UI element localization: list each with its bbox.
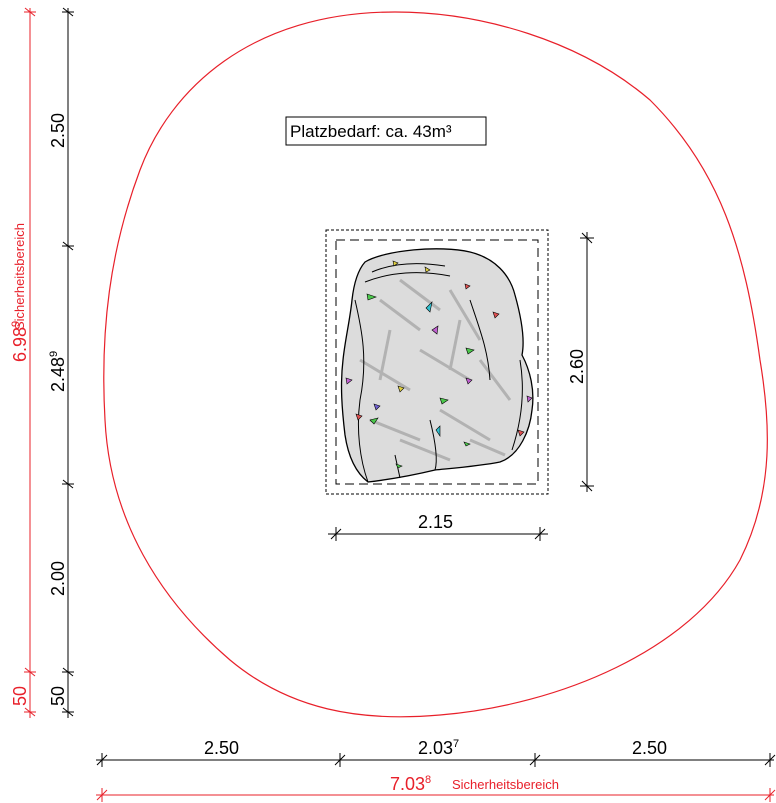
object-height-text: 2.60 [567, 349, 587, 384]
left-red-end: 50 [10, 686, 30, 706]
left-dim-bottom: 2.00 [48, 561, 68, 596]
object-height-dimension [580, 232, 594, 492]
bottom-red-dimension-line [96, 788, 776, 802]
bottom-red-label: Sicherheitsbereich [452, 777, 559, 792]
bottom-red-total-main: 7.03 [390, 774, 425, 794]
bottom-dim-middle-main: 2.03 [418, 738, 453, 758]
left-dim-middle-sup: 9 [48, 351, 60, 357]
left-dim-middle: 2.489 [48, 351, 68, 392]
bottom-red-total: 7.038 [390, 774, 431, 794]
area-label: Platzbedarf: ca. 43m³ [285, 116, 487, 146]
bottom-dim-left: 2.50 [204, 738, 239, 758]
object-width-dimension [328, 527, 548, 541]
bottom-red-total-sup: 8 [425, 774, 431, 786]
left-dim-end: 50 [48, 686, 68, 706]
bottom-dimension-line [96, 753, 776, 767]
left-dim-middle-main: 2.48 [48, 357, 68, 392]
area-label-text: Platzbedarf: ca. 43m³ [290, 122, 452, 141]
left-dimension-line [62, 7, 74, 718]
bottom-dim-right: 2.50 [632, 738, 667, 758]
left-red-total: 6.989 [10, 321, 30, 362]
safety-zone-outline [103, 11, 768, 718]
left-red-total-sup: 9 [10, 321, 22, 327]
bottom-dim-middle: 2.037 [418, 738, 459, 758]
object-width-text: 2.15 [418, 512, 453, 532]
left-red-dimension-line [24, 7, 36, 718]
object-inner-bbox [335, 239, 539, 485]
left-red-total-main: 6.98 [10, 327, 30, 362]
left-dim-top: 2.50 [48, 113, 68, 148]
bottom-dim-middle-sup: 7 [453, 738, 459, 750]
boulder-icon [340, 248, 534, 483]
left-red-label: Sicherheitsbereich [12, 223, 27, 330]
object-outer-bbox [325, 229, 549, 495]
